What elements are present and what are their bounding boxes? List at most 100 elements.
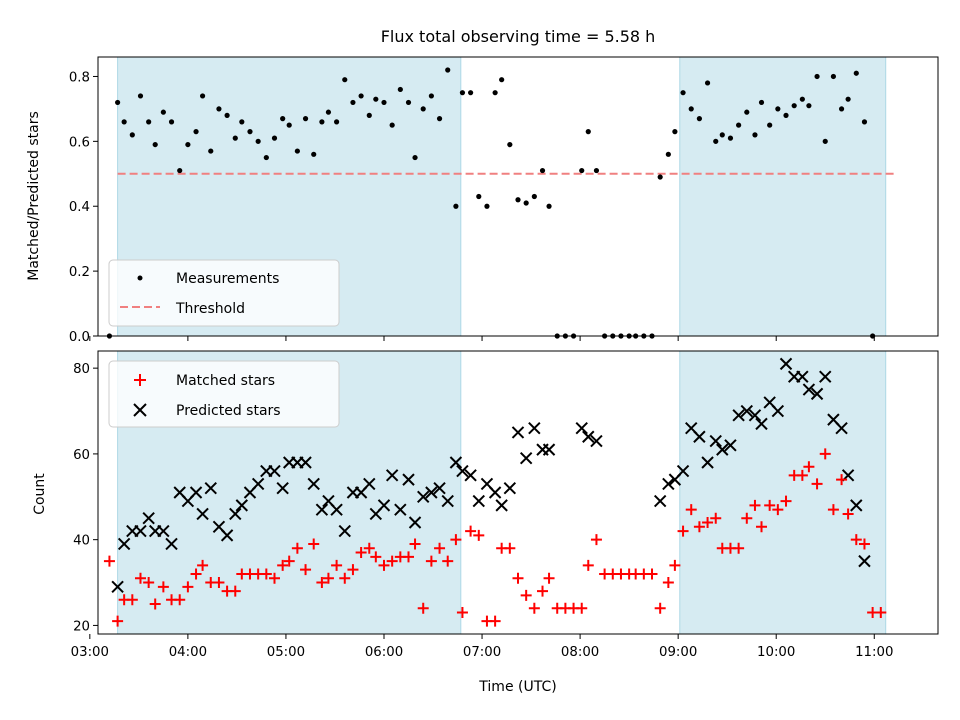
matched-star-point xyxy=(291,542,303,554)
bottom-legend-box xyxy=(108,360,340,428)
predicted-star-point xyxy=(575,421,588,435)
measurement-point xyxy=(791,103,797,109)
matched-star-point xyxy=(850,534,862,546)
predicted-star-point xyxy=(662,477,675,491)
predicted-star-point xyxy=(142,512,155,525)
matched-star-point xyxy=(811,478,823,490)
predicted-star-point xyxy=(408,516,422,529)
matched-star-point xyxy=(473,529,485,541)
measurement-point xyxy=(342,77,348,83)
matched-star-point xyxy=(677,525,689,537)
measurement-point xyxy=(405,99,412,106)
measurement-point xyxy=(263,154,269,161)
matched-star-point xyxy=(858,538,870,550)
matched-star-point xyxy=(112,615,124,627)
bottom-x-ticks: 03:00 04:00 05:00 06:00 07:00 08:00 09:00 10:00… xyxy=(71,634,893,660)
measurement-point xyxy=(696,116,703,122)
bottom-axes-frame xyxy=(97,350,939,635)
predicted-star-point xyxy=(779,357,793,371)
matched-star-point xyxy=(842,508,854,520)
measurement-point xyxy=(224,112,230,118)
predicted-star-point xyxy=(495,499,508,512)
predicted-star-point xyxy=(850,499,863,512)
bottom-y-ticks: 20 40 60 80 xyxy=(73,362,98,634)
bottom-legend: Matched stars Predicted stars xyxy=(108,360,340,428)
measurement-point xyxy=(232,135,238,141)
measurement-point xyxy=(193,129,199,135)
legend-predicted-marker xyxy=(133,403,147,417)
predicted-star-point xyxy=(338,524,351,538)
measurement-point xyxy=(476,193,482,200)
matched-star-point xyxy=(693,521,705,533)
bottom-x-tick-label: 06:00 xyxy=(365,645,403,660)
matched-star-point xyxy=(590,534,602,546)
matched-star-point xyxy=(772,504,784,516)
matched-star-point xyxy=(796,469,808,481)
measurement-point xyxy=(286,122,292,128)
measurement-point xyxy=(523,200,529,206)
matched-star-point xyxy=(213,577,225,589)
predicted-star-point xyxy=(709,434,722,448)
bottom-y-tick-label: 60 xyxy=(73,448,90,463)
predicted-star-point xyxy=(858,554,871,568)
matched-star-point xyxy=(277,559,289,571)
measurement-point xyxy=(381,99,387,106)
observing-interval-2 xyxy=(679,56,887,337)
predicted-star-point xyxy=(472,494,485,508)
measurement-point xyxy=(247,129,253,135)
predicted-star-point xyxy=(503,482,517,495)
measurement-point xyxy=(783,112,789,118)
count-points xyxy=(103,357,887,627)
predicted-star-point xyxy=(653,494,667,508)
matched-star-point xyxy=(126,594,138,606)
predicted-star-point xyxy=(134,524,147,538)
predicted-star-point xyxy=(441,494,454,508)
legend-matched-marker xyxy=(134,374,146,386)
measurement-point xyxy=(389,122,395,128)
predicted-star-point xyxy=(165,537,178,551)
measurement-point xyxy=(539,167,546,174)
measurement-point xyxy=(373,96,379,102)
predicted-star-point xyxy=(590,434,603,448)
legend-matched-label: Matched stars xyxy=(176,373,275,389)
observing-intervals-bottom xyxy=(117,350,887,635)
predicted-star-point xyxy=(196,507,209,521)
matched-star-point xyxy=(157,581,169,593)
measurement-point xyxy=(758,99,765,106)
measurement-point xyxy=(453,203,459,209)
top-y-tick-label: 0.6 xyxy=(69,135,90,150)
matched-star-point xyxy=(489,615,501,627)
matched-star-point xyxy=(190,568,202,580)
matched-star-point xyxy=(386,555,398,567)
predicted-star-point xyxy=(268,464,281,478)
measurement-point xyxy=(546,203,552,209)
matched-star-point xyxy=(182,581,194,593)
measurement-point xyxy=(185,141,191,148)
predicted-star-point xyxy=(740,404,754,418)
matched-star-point xyxy=(434,542,446,554)
top-x-ticks xyxy=(89,336,875,341)
matched-star-point xyxy=(520,589,532,601)
measurement-point xyxy=(579,167,585,174)
measurement-point xyxy=(727,135,734,141)
measurement-point xyxy=(704,80,711,86)
measurement-point xyxy=(861,119,868,125)
bottom-y-tick-label: 20 xyxy=(73,619,90,634)
measurement-point xyxy=(168,119,175,125)
measurement-point xyxy=(436,116,443,122)
measurement-point xyxy=(239,119,245,125)
measurement-point xyxy=(665,151,671,157)
matched-star-point xyxy=(646,568,658,580)
matched-star-point xyxy=(662,577,674,589)
measurement-point xyxy=(412,154,418,161)
measurement-point xyxy=(845,96,851,102)
predicted-star-point xyxy=(433,482,446,495)
matched-star-point xyxy=(339,572,351,584)
predicted-star-point xyxy=(417,490,430,503)
matched-star-point xyxy=(197,559,209,571)
measurement-point xyxy=(420,106,426,112)
predicted-star-point xyxy=(117,537,131,551)
matched-star-point xyxy=(134,572,146,584)
measurement-point xyxy=(585,129,591,135)
